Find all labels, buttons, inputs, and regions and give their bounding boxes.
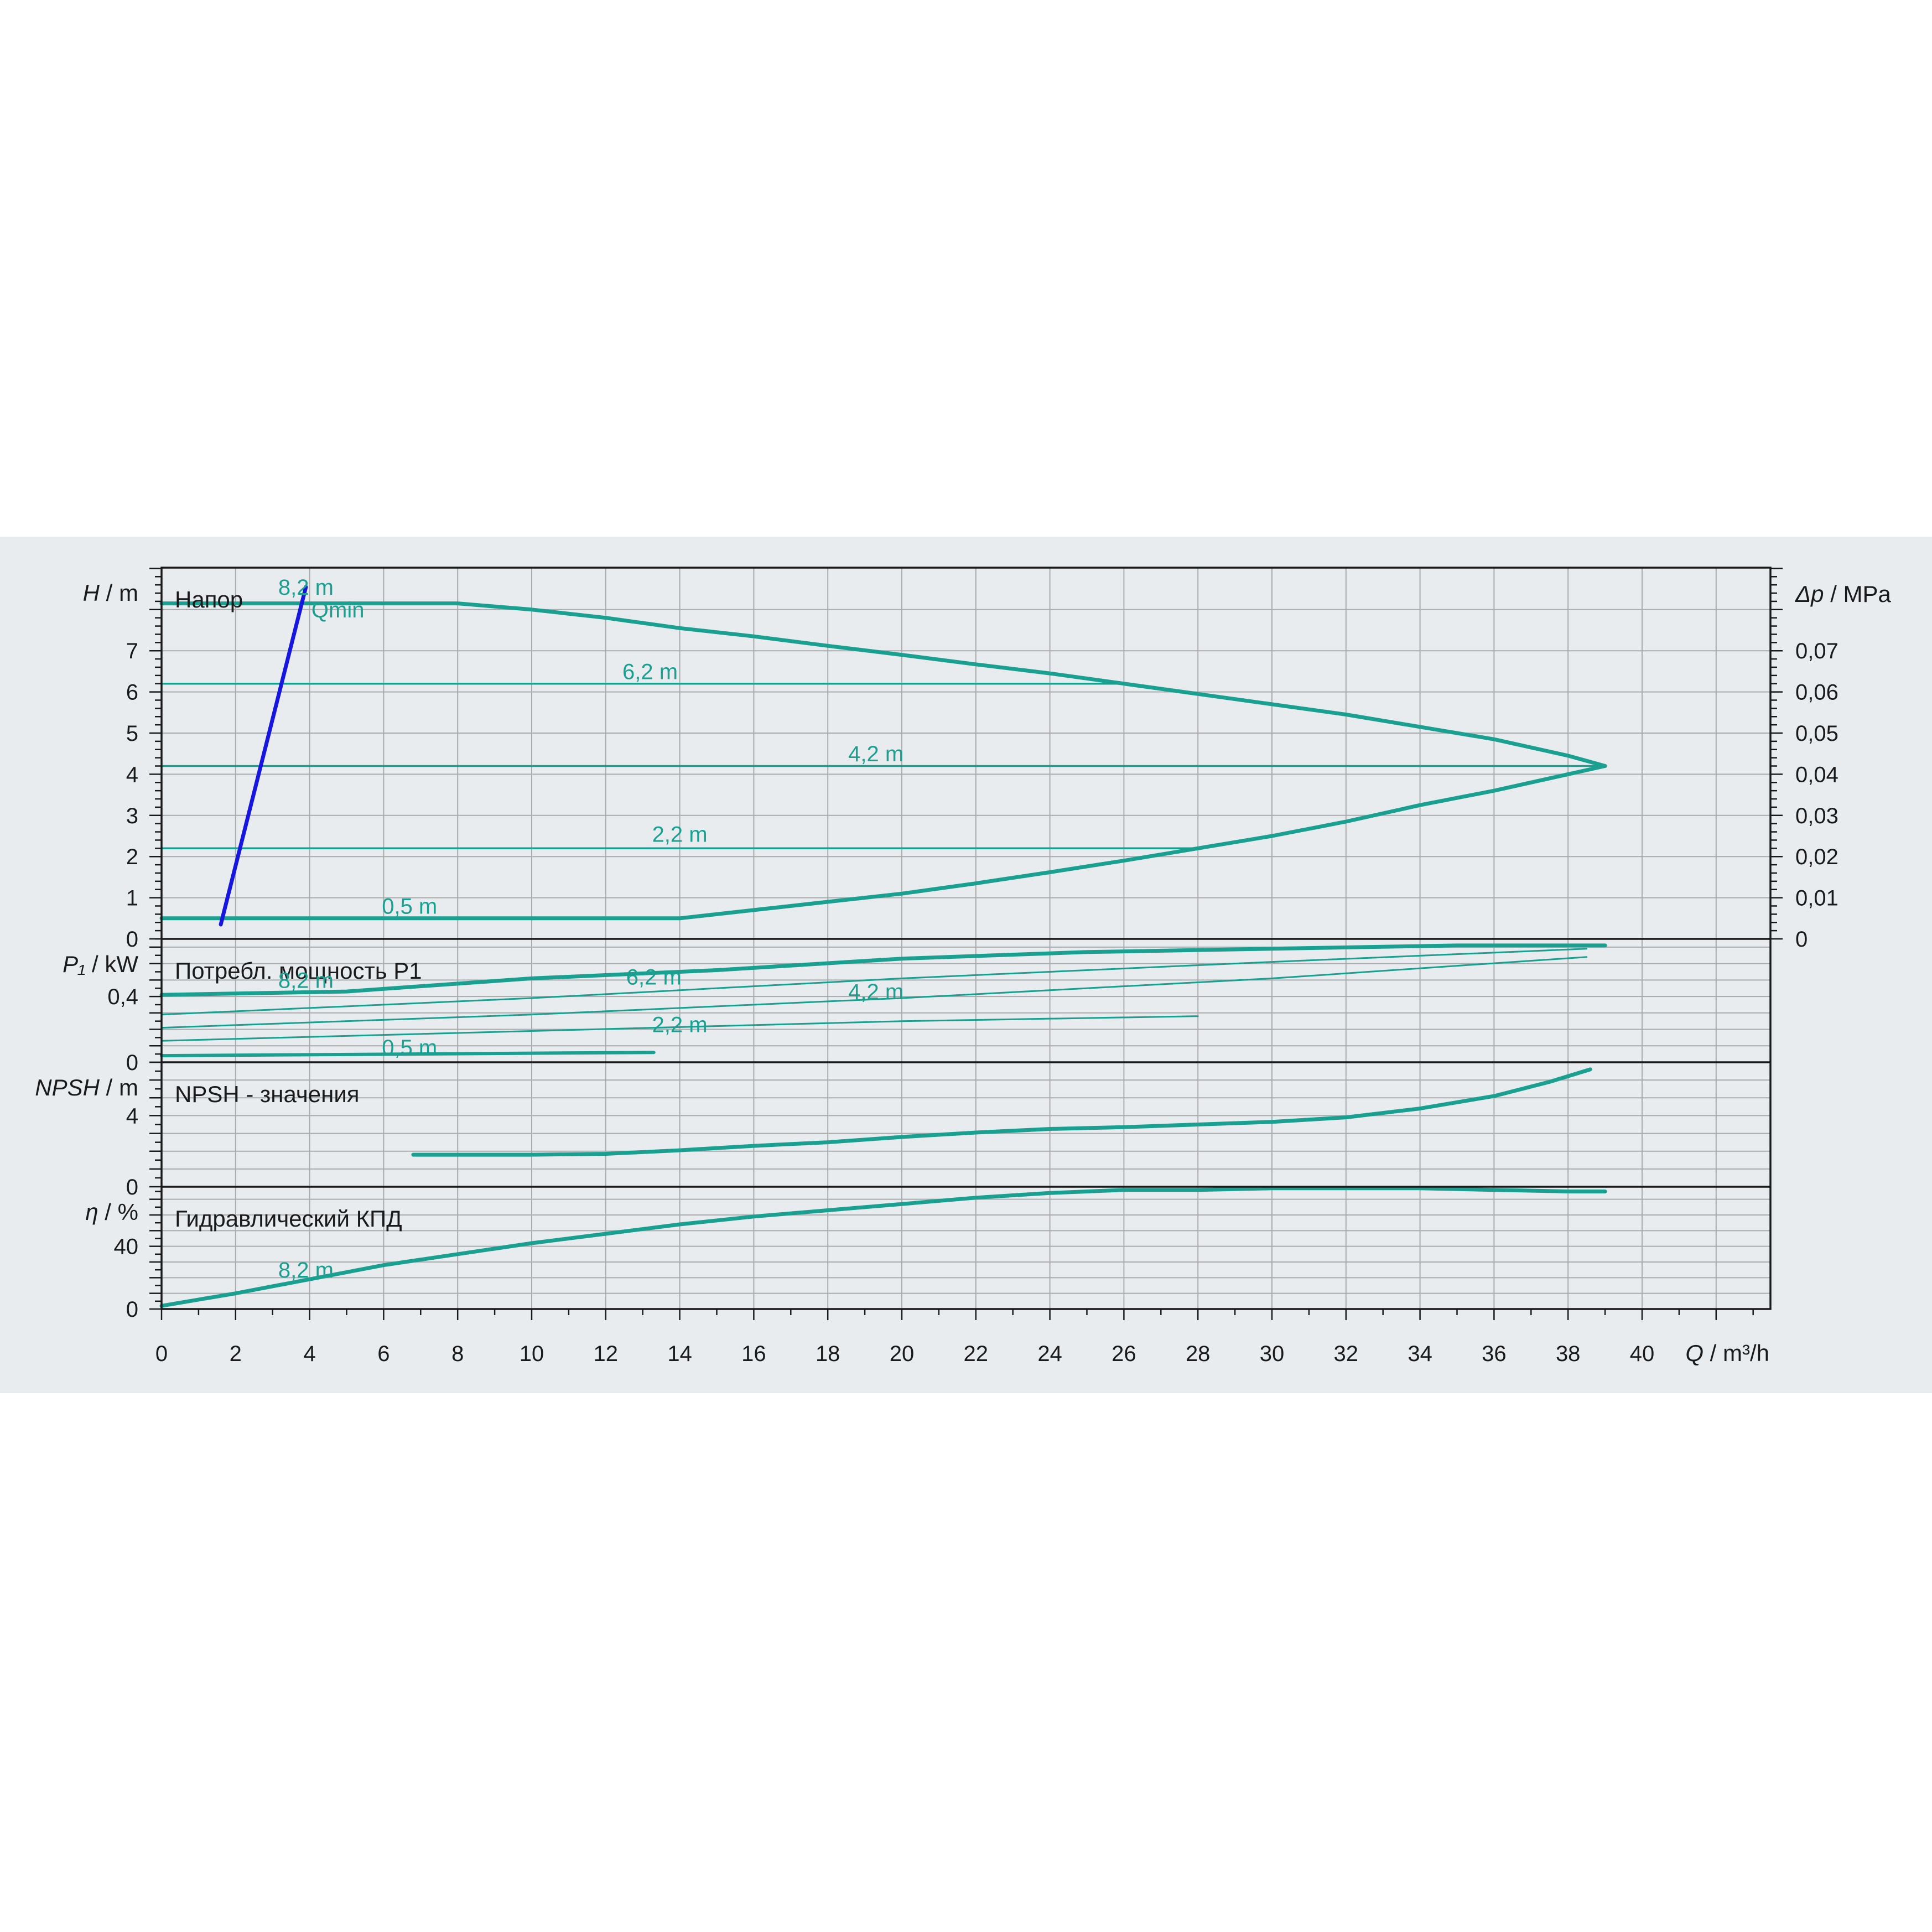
x-tick-label: 16 (741, 1342, 766, 1366)
head-y-tick-label: 6 (126, 681, 138, 705)
eff-series-line (159, 1186, 1607, 1308)
x-tick-label: 2 (230, 1342, 242, 1366)
head-y-tick-label: 5 (126, 721, 138, 746)
y2-tick-label: 0,06 (1795, 681, 1838, 705)
head-y-axis-label: H / m (83, 580, 138, 606)
x-tick-label: 26 (1112, 1342, 1136, 1366)
x-axis-label: Q / m³/h (1685, 1340, 1769, 1366)
y2-axis-label: Δp / MPa (1795, 581, 1892, 607)
head-y-tick-label: 4 (126, 762, 138, 787)
y2-tick-label: 0,02 (1795, 845, 1838, 869)
eff-y-tick-label: 40 (114, 1235, 139, 1259)
chart-band (0, 537, 1932, 1393)
curve-label: 8,2 m (278, 575, 334, 600)
curves (159, 585, 1607, 1308)
head-y-tick-label: 1 (126, 886, 138, 911)
head-panel-title: Напор (175, 586, 243, 612)
qmin-label: Qmin (311, 598, 365, 622)
y2-tick-label: 0,04 (1795, 762, 1838, 787)
head-y-tick-label: 2 (126, 845, 138, 869)
x-tick-label: 6 (377, 1342, 389, 1366)
npsh-y-tick-label: 0 (126, 1175, 138, 1199)
curve-label: 0,5 m (382, 1036, 437, 1060)
x-tick-label: 10 (520, 1342, 544, 1366)
head-series-line (159, 601, 1607, 768)
npsh-y-tick-label: 4 (126, 1104, 138, 1128)
x-tick-label: 32 (1334, 1342, 1359, 1366)
x-tick-label: 20 (890, 1342, 915, 1366)
curve-label: 6,2 m (626, 965, 682, 989)
curve-label: 4,2 m (848, 742, 903, 766)
head-y-tick-label: 0 (126, 927, 138, 952)
y2-tick-label: 0 (1795, 927, 1808, 952)
power-series-line (160, 1015, 1199, 1042)
power-series-line (160, 948, 1588, 1016)
head-y-tick-label: 3 (126, 804, 138, 828)
npsh-y-axis-label: NPSH / m (35, 1074, 138, 1100)
x-tick-label: 40 (1630, 1342, 1655, 1366)
x-tick-label: 4 (303, 1342, 315, 1366)
x-tick-label: 14 (667, 1342, 692, 1366)
eff-y-tick-label: 0 (126, 1297, 138, 1322)
npsh-panel-title: NPSH - значения (175, 1081, 360, 1107)
power-series-line (160, 1051, 656, 1058)
y2-tick-label: 0,03 (1795, 804, 1838, 828)
power-series-line (160, 956, 1588, 1029)
power-y-tick-label: 0 (126, 1051, 138, 1075)
curve-label: 0,5 m (382, 894, 437, 918)
x-tick-label: 30 (1260, 1342, 1285, 1366)
y2-tick-label: 0,07 (1795, 639, 1838, 663)
x-tick-label: 24 (1037, 1342, 1062, 1366)
power-y-axis-label: P₁ / kW (63, 951, 138, 977)
curve-label: 8,2 m (278, 968, 334, 993)
curve-label: 8,2 m (278, 1258, 334, 1282)
curve-label: 2,2 m (652, 1013, 708, 1037)
power-y-tick-label: 0,4 (107, 985, 138, 1009)
y2-tick-label: 0,01 (1795, 886, 1838, 911)
x-tick-label: 18 (816, 1342, 840, 1366)
power-panel-title: Потребл. мощность P1 (175, 958, 422, 984)
power-series-line (159, 943, 1607, 997)
y2-tick-label: 0,05 (1795, 721, 1838, 746)
x-tick-label: 38 (1556, 1342, 1581, 1366)
x-tick-label: 22 (964, 1342, 989, 1366)
curve-label: 6,2 m (622, 659, 678, 684)
eff-panel-title: Гидравлический КПД (175, 1206, 402, 1232)
x-tick-label: 12 (594, 1342, 619, 1366)
head-y-tick-label: 7 (126, 639, 138, 663)
npsh-series-line (411, 1067, 1592, 1157)
eff-y-axis-label: η / % (85, 1199, 138, 1225)
curve-label: 4,2 m (848, 980, 903, 1004)
qmin-line (219, 585, 308, 927)
x-tick-label: 0 (155, 1342, 168, 1366)
x-tick-label: 36 (1482, 1342, 1507, 1366)
frame (149, 567, 1783, 1320)
x-tick-label: 28 (1186, 1342, 1211, 1366)
head-series-line (159, 764, 1607, 921)
x-tick-label: 8 (451, 1342, 464, 1366)
x-tick-label: 34 (1408, 1342, 1432, 1366)
curve-label: 2,2 m (652, 822, 708, 846)
